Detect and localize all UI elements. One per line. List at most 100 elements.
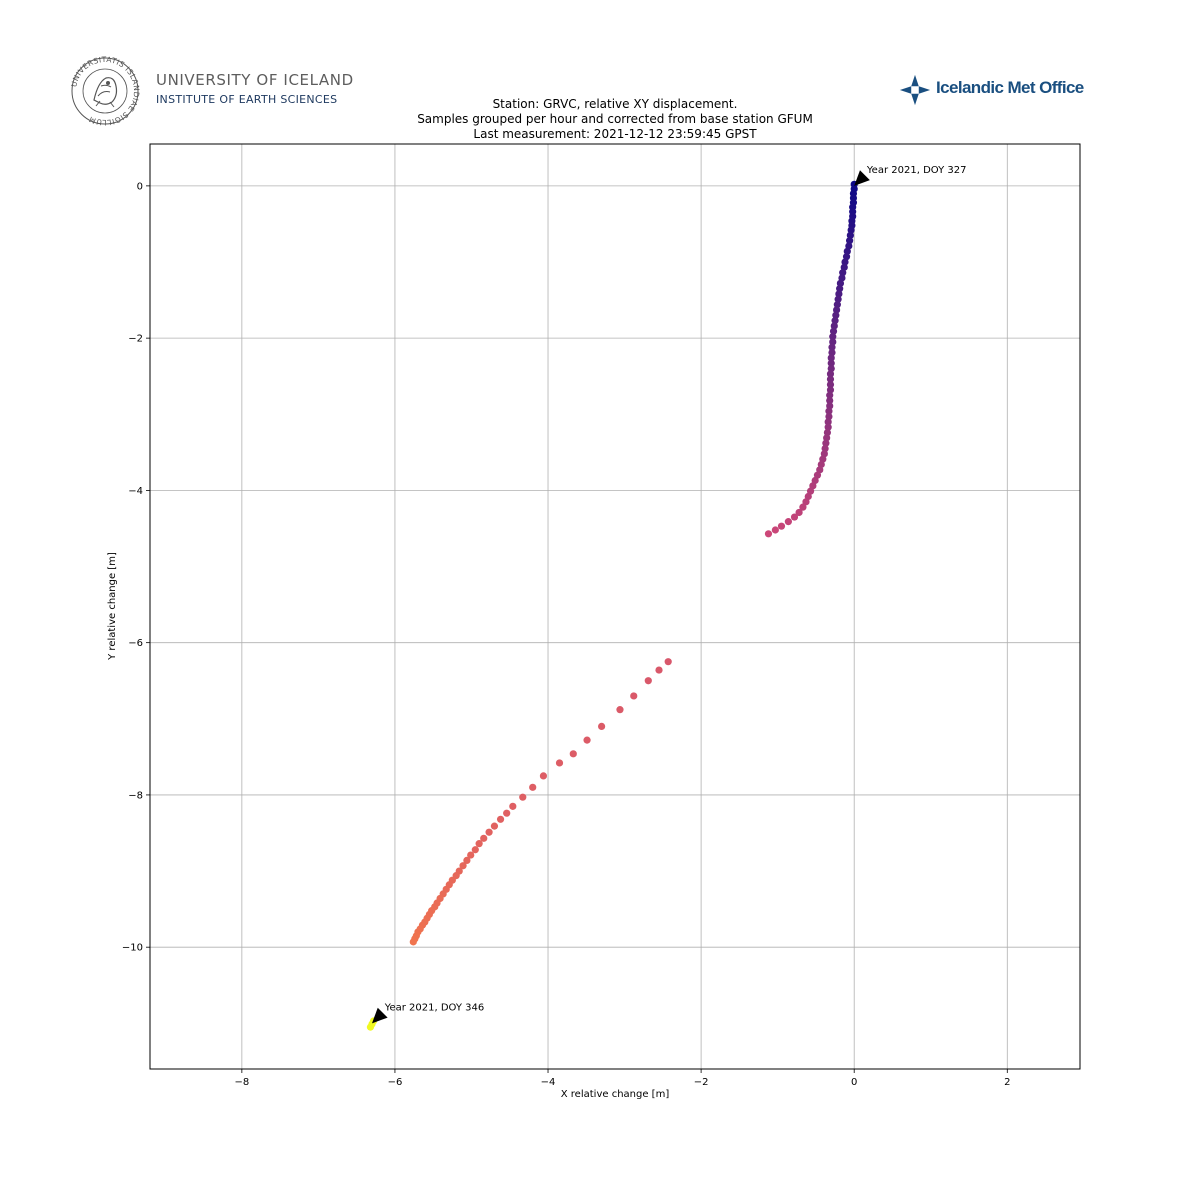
institute-name: INSTITUTE OF EARTH SCIENCES [156, 93, 338, 106]
y-axis-label: Y relative change [m] [107, 552, 118, 661]
met-office-name: Icelandic Met Office [936, 78, 1084, 97]
annotation-label: Year 2021, DOY 327 [866, 165, 967, 176]
data-point [644, 677, 652, 685]
data-point [828, 349, 836, 357]
data-point [463, 856, 471, 864]
y-tick-label: −2 [128, 334, 143, 345]
data-point [823, 428, 832, 437]
data-point [539, 772, 548, 780]
chart-title-line-2: Samples grouped per hour and corrected f… [417, 112, 813, 126]
annotations: Year 2021, DOY 327 Year 2021, DOY 346 [371, 165, 967, 1024]
data-point [836, 279, 845, 287]
data-point [836, 285, 844, 293]
y-tick-label: 0 [137, 181, 143, 192]
x-tick-label: −6 [388, 1077, 403, 1088]
x-tick-label: −2 [694, 1077, 709, 1088]
x-axis-label: X relative change [m] [561, 1089, 670, 1100]
annotation-arrow [854, 170, 870, 186]
university-of-iceland-logo: UNIVERSITATIS ISLANDIAE SIGILLUM UNIVERS… [70, 56, 370, 126]
data-point [826, 402, 834, 410]
data-point [826, 370, 835, 378]
data-point [846, 237, 854, 245]
data-point [802, 498, 810, 506]
data-point [826, 380, 835, 389]
data-point [771, 526, 779, 534]
data-point [503, 809, 511, 817]
data-point [831, 317, 839, 325]
data-point [569, 750, 577, 758]
data-point [555, 759, 564, 767]
data-point [825, 412, 833, 421]
data-point [827, 359, 835, 367]
x-tick-label: 0 [851, 1077, 857, 1088]
data-point [777, 522, 786, 530]
data-point [655, 666, 663, 674]
data-point [841, 258, 849, 266]
data-point [630, 692, 638, 700]
annotation-arrow [371, 1007, 388, 1024]
data-point [828, 343, 836, 351]
data-point [843, 247, 851, 255]
axis-ticks: −8 −6 −4 −2 0 2 0 −2 −4 −6 −8 −10 [122, 181, 1011, 1088]
data-point [519, 793, 527, 801]
x-tick-label: −4 [541, 1077, 556, 1088]
data-point [471, 846, 479, 854]
grid-lines [150, 144, 1080, 1069]
chart-title-line-3: Last measurement: 2021-12-12 23:59:45 GP… [473, 127, 757, 141]
data-point [459, 862, 467, 870]
y-tick-label: −4 [128, 486, 143, 497]
data-point [409, 938, 417, 946]
data-point [822, 439, 830, 447]
y-tick-label: −8 [128, 790, 143, 801]
data-point [846, 231, 854, 239]
x-tick-label: −8 [234, 1077, 249, 1088]
data-point [825, 407, 833, 415]
plot-frame [149, 143, 1081, 1070]
data-point [467, 851, 475, 859]
data-point [830, 322, 838, 330]
annotation-label: Year 2021, DOY 346 [384, 1003, 485, 1014]
data-point [496, 815, 505, 823]
data-point [490, 822, 499, 830]
data-point [834, 295, 842, 303]
y-tick-label: −10 [122, 943, 143, 954]
icelandic-met-office-logo: Icelandic Met Office [898, 72, 1088, 108]
data-point [799, 503, 807, 511]
data-point [826, 391, 834, 399]
data-point [764, 530, 773, 538]
data-point [823, 434, 831, 442]
data-point [832, 311, 840, 319]
data-point [529, 783, 537, 791]
data-point [509, 802, 517, 810]
y-tick-label: −6 [128, 638, 143, 649]
data-point [829, 338, 837, 346]
data-point [790, 513, 799, 521]
data-point [826, 386, 835, 394]
data-point [829, 333, 837, 341]
data-point [824, 418, 832, 426]
data-point [832, 306, 841, 314]
data-point [598, 722, 606, 731]
data-point [616, 706, 624, 714]
data-point [784, 518, 792, 526]
data-point [485, 828, 493, 836]
data-point [835, 290, 843, 298]
data-point [827, 354, 835, 362]
chart-title-line-1: Station: GRVC, relative XY displacement. [492, 97, 738, 111]
data-point [480, 834, 488, 842]
data-point [839, 269, 847, 277]
data-point [583, 736, 591, 744]
university-seal-icon: UNIVERSITATIS ISLANDIAE SIGILLUM [70, 56, 140, 126]
data-point [475, 840, 483, 848]
met-office-emblem-icon [899, 74, 931, 106]
data-point [829, 327, 838, 335]
data-point [826, 396, 834, 405]
data-points [366, 180, 858, 1031]
data-point [847, 226, 855, 234]
data-point [821, 444, 829, 453]
data-point [664, 658, 672, 666]
data-point [827, 364, 835, 373]
data-point [795, 508, 803, 517]
data-point [826, 375, 835, 383]
